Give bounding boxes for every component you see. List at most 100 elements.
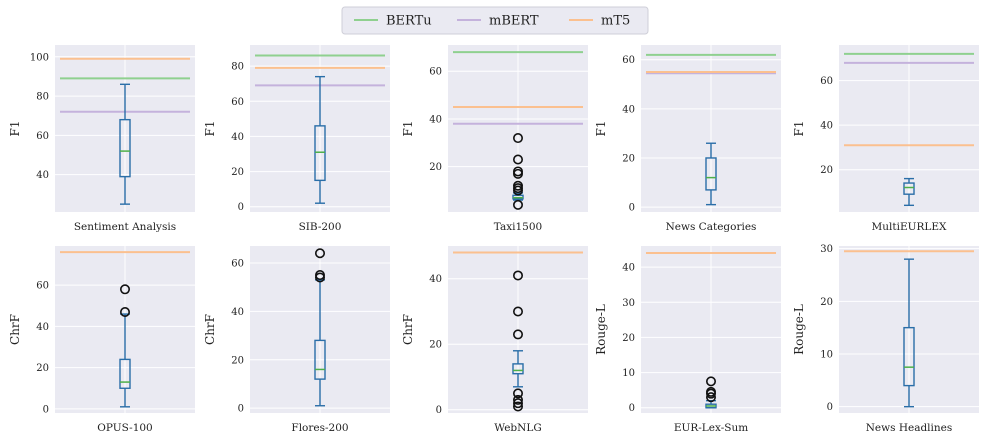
y-tick-label: 0 xyxy=(238,202,244,213)
y-tick-label: 100 xyxy=(30,52,49,63)
subplot-webnlg: 0 20 40 ChrF WebNLG xyxy=(401,246,588,434)
x-axis-label: SIB-200 xyxy=(299,221,342,233)
y-axis-label: Rouge-L xyxy=(594,304,608,355)
boxplot xyxy=(512,133,524,210)
boxplot xyxy=(705,376,717,409)
outlier-point xyxy=(705,392,716,403)
x-axis-label: Sentiment Analysis xyxy=(74,221,176,233)
y-tick-label: 20 xyxy=(820,297,833,308)
subplot-taxi1500: 20 40 60 F1 Taxi1500 xyxy=(401,45,588,233)
subplot-multieurlex: 20 40 60 F1 MultiEURLEX xyxy=(792,45,979,233)
y-tick-label: 80 xyxy=(36,92,49,103)
legend-label-bertu: BERTu xyxy=(386,14,432,29)
iqr-box xyxy=(119,358,131,389)
y-tick-label: 20 xyxy=(429,340,442,351)
iqr-box xyxy=(903,326,915,387)
y-tick-label: 0 xyxy=(629,403,635,414)
y-tick-label: 60 xyxy=(231,258,244,269)
y-tick-label: 20 xyxy=(622,153,635,164)
y-tick-label: 0 xyxy=(436,405,442,416)
outlier-point xyxy=(512,166,523,177)
y-tick-label: 10 xyxy=(820,349,833,360)
boxplot xyxy=(314,75,326,204)
legend-label-mt5: mT5 xyxy=(601,14,630,29)
y-tick-label: 40 xyxy=(36,170,49,181)
outlier-point xyxy=(512,329,523,340)
y-tick-label: 30 xyxy=(622,298,635,309)
boxplot xyxy=(314,248,326,407)
y-axis-label: F1 xyxy=(792,121,806,137)
y-axis-label: ChrF xyxy=(8,314,22,345)
outlier-point xyxy=(512,394,523,405)
y-tick-label: 20 xyxy=(820,165,833,176)
x-axis-label: Taxi1500 xyxy=(494,221,542,233)
outlier-point xyxy=(512,388,523,399)
y-tick-label: 0 xyxy=(238,404,244,415)
outlier-point xyxy=(120,306,131,317)
y-tick-label: 60 xyxy=(231,97,244,108)
y-axis-label: Rouge-L xyxy=(792,304,806,355)
legend-frame xyxy=(341,6,649,35)
legend: BERTu mBERT mT5 xyxy=(341,6,649,35)
y-tick-label: 40 xyxy=(429,114,442,125)
subplot-flores-200: 0 20 40 60 ChrF Flores-200 xyxy=(203,246,390,434)
y-tick-label: 60 xyxy=(820,76,833,87)
legend-label-mbert: mBERT xyxy=(489,14,539,29)
y-tick-label: 40 xyxy=(622,104,635,115)
outlier-point xyxy=(512,199,523,210)
y-tick-label: 60 xyxy=(622,55,635,66)
y-tick-label: 0 xyxy=(827,402,833,413)
subplot-sentiment-analysis: 40 60 80 100 F1 Sentiment Analysis xyxy=(8,45,195,233)
y-tick-label: 20 xyxy=(231,355,244,366)
subplot-eur-lex-sum: 0 10 20 30 40 Rouge-L EUR-Lex-Sum xyxy=(594,246,781,434)
outlier-point xyxy=(512,180,523,191)
y-tick-label: 40 xyxy=(622,263,635,274)
y-tick-label: 40 xyxy=(231,132,244,143)
y-tick-label: 20 xyxy=(429,162,442,173)
y-tick-label: 80 xyxy=(231,62,244,73)
y-tick-label: 0 xyxy=(43,404,49,415)
subplot-sib-200: 0 20 40 60 80 F1 SIB-200 xyxy=(203,45,390,233)
boxplot xyxy=(512,270,524,412)
outlier-point xyxy=(512,270,523,281)
iqr-box xyxy=(705,157,717,191)
outlier-point xyxy=(705,376,716,387)
iqr-box xyxy=(314,125,326,182)
iqr-box xyxy=(314,339,326,380)
y-tick-label: 20 xyxy=(36,363,49,374)
x-axis-label: EUR-Lex-Sum xyxy=(674,422,748,434)
y-tick-label: 20 xyxy=(231,167,244,178)
subplot-news-headlines: 0 10 20 30 Rouge-L News Headlines xyxy=(792,244,979,434)
y-tick-label: 0 xyxy=(629,203,635,214)
outlier-point xyxy=(512,401,523,412)
y-axis-label: ChrF xyxy=(203,314,217,345)
y-tick-label: 40 xyxy=(820,121,833,132)
y-tick-label: 60 xyxy=(36,281,49,292)
y-axis-label: F1 xyxy=(401,121,415,137)
outlier-point xyxy=(314,270,325,281)
outlier-point xyxy=(512,398,523,409)
y-tick-label: 40 xyxy=(429,274,442,285)
boxplot xyxy=(119,284,131,408)
x-axis-label: WebNLG xyxy=(494,422,541,434)
y-tick-label: 40 xyxy=(36,322,49,333)
outlier-point xyxy=(512,154,523,165)
y-tick-label: 10 xyxy=(622,368,635,379)
outlier-point xyxy=(120,284,131,295)
y-tick-label: 20 xyxy=(622,333,635,344)
x-axis-label: MultiEURLEX xyxy=(872,221,948,233)
boxplot xyxy=(903,177,915,207)
x-axis-label: Flores-200 xyxy=(291,422,348,434)
y-axis-label: F1 xyxy=(8,121,22,137)
x-axis-label: News Categories xyxy=(666,221,757,233)
boxplot xyxy=(119,83,131,205)
iqr-box xyxy=(512,363,524,375)
outlier-point xyxy=(314,248,325,259)
iqr-box xyxy=(903,182,915,195)
boxplot xyxy=(705,142,717,206)
y-axis-label: F1 xyxy=(594,121,608,137)
x-axis-label: OPUS-100 xyxy=(97,422,153,434)
y-tick-label: 40 xyxy=(231,307,244,318)
